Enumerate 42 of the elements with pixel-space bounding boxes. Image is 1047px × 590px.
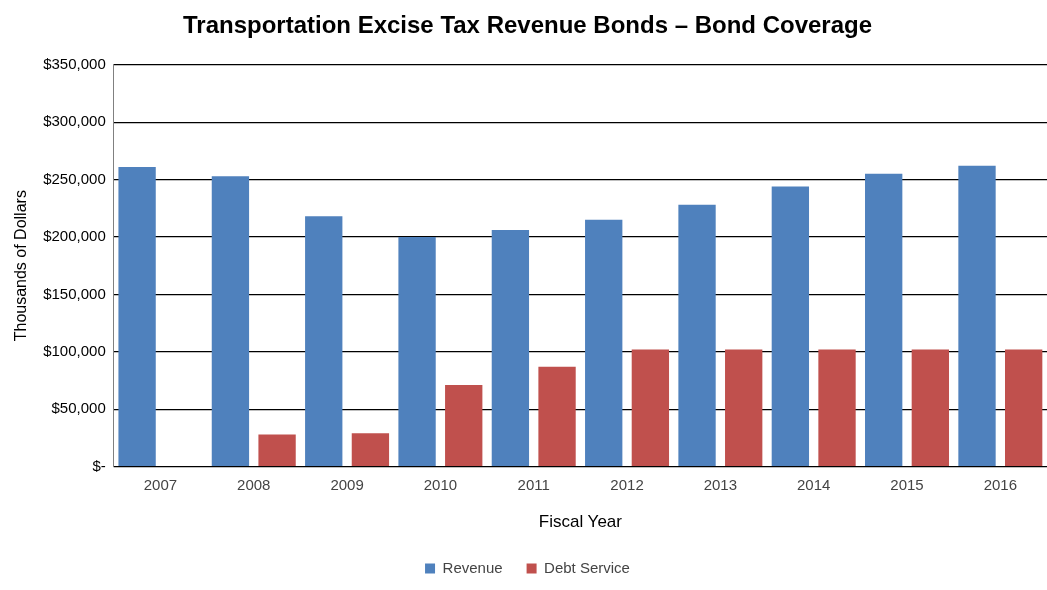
bar (771, 186, 810, 466)
x-axis-title: Fiscal Year (538, 512, 623, 532)
y-tick-label: $200,000 (43, 227, 106, 245)
x-tick-label: 2014 (797, 475, 831, 493)
bar (818, 349, 856, 466)
legend-label: Debt Service (544, 558, 630, 576)
bar (118, 166, 156, 466)
bar (305, 216, 343, 466)
bar (491, 230, 530, 466)
x-tick-label: 2009 (330, 475, 364, 493)
y-tick-label: $- (92, 456, 106, 474)
bar (398, 237, 436, 466)
bar (445, 385, 483, 466)
legend-label: Revenue (442, 558, 503, 576)
y-tick-label: $300,000 (43, 112, 106, 130)
bar (538, 366, 576, 466)
y-tick-label: $150,000 (43, 284, 106, 302)
bar (351, 433, 390, 466)
x-tick-label: 2008 (237, 475, 271, 493)
y-tick-label: $100,000 (43, 341, 106, 359)
x-tick-label: 2012 (610, 475, 644, 493)
x-tick-label: 2016 (983, 475, 1018, 493)
y-tick-label: $250,000 (43, 169, 106, 187)
bar (585, 219, 623, 466)
bar (258, 434, 296, 466)
x-tick-label: 2011 (517, 475, 550, 493)
x-tick-label: 2007 (143, 475, 178, 493)
bar (865, 173, 903, 466)
bar (211, 176, 250, 466)
y-axis-title: Thousands of Dollars (12, 190, 30, 342)
bar (958, 165, 996, 466)
y-tick-label: $350,000 (43, 54, 106, 72)
bar (725, 349, 763, 466)
bar (1005, 349, 1043, 466)
x-tick-label: 2013 (703, 475, 738, 493)
bar (911, 349, 950, 466)
x-tick-label: 2010 (423, 475, 458, 493)
x-tick-label: 2015 (890, 475, 924, 493)
bar (631, 349, 670, 466)
bar (678, 204, 716, 466)
y-tick-label: $50,000 (51, 399, 106, 417)
chart-title: Transportation Excise Tax Revenue Bonds – Bond Coverage (182, 11, 873, 39)
